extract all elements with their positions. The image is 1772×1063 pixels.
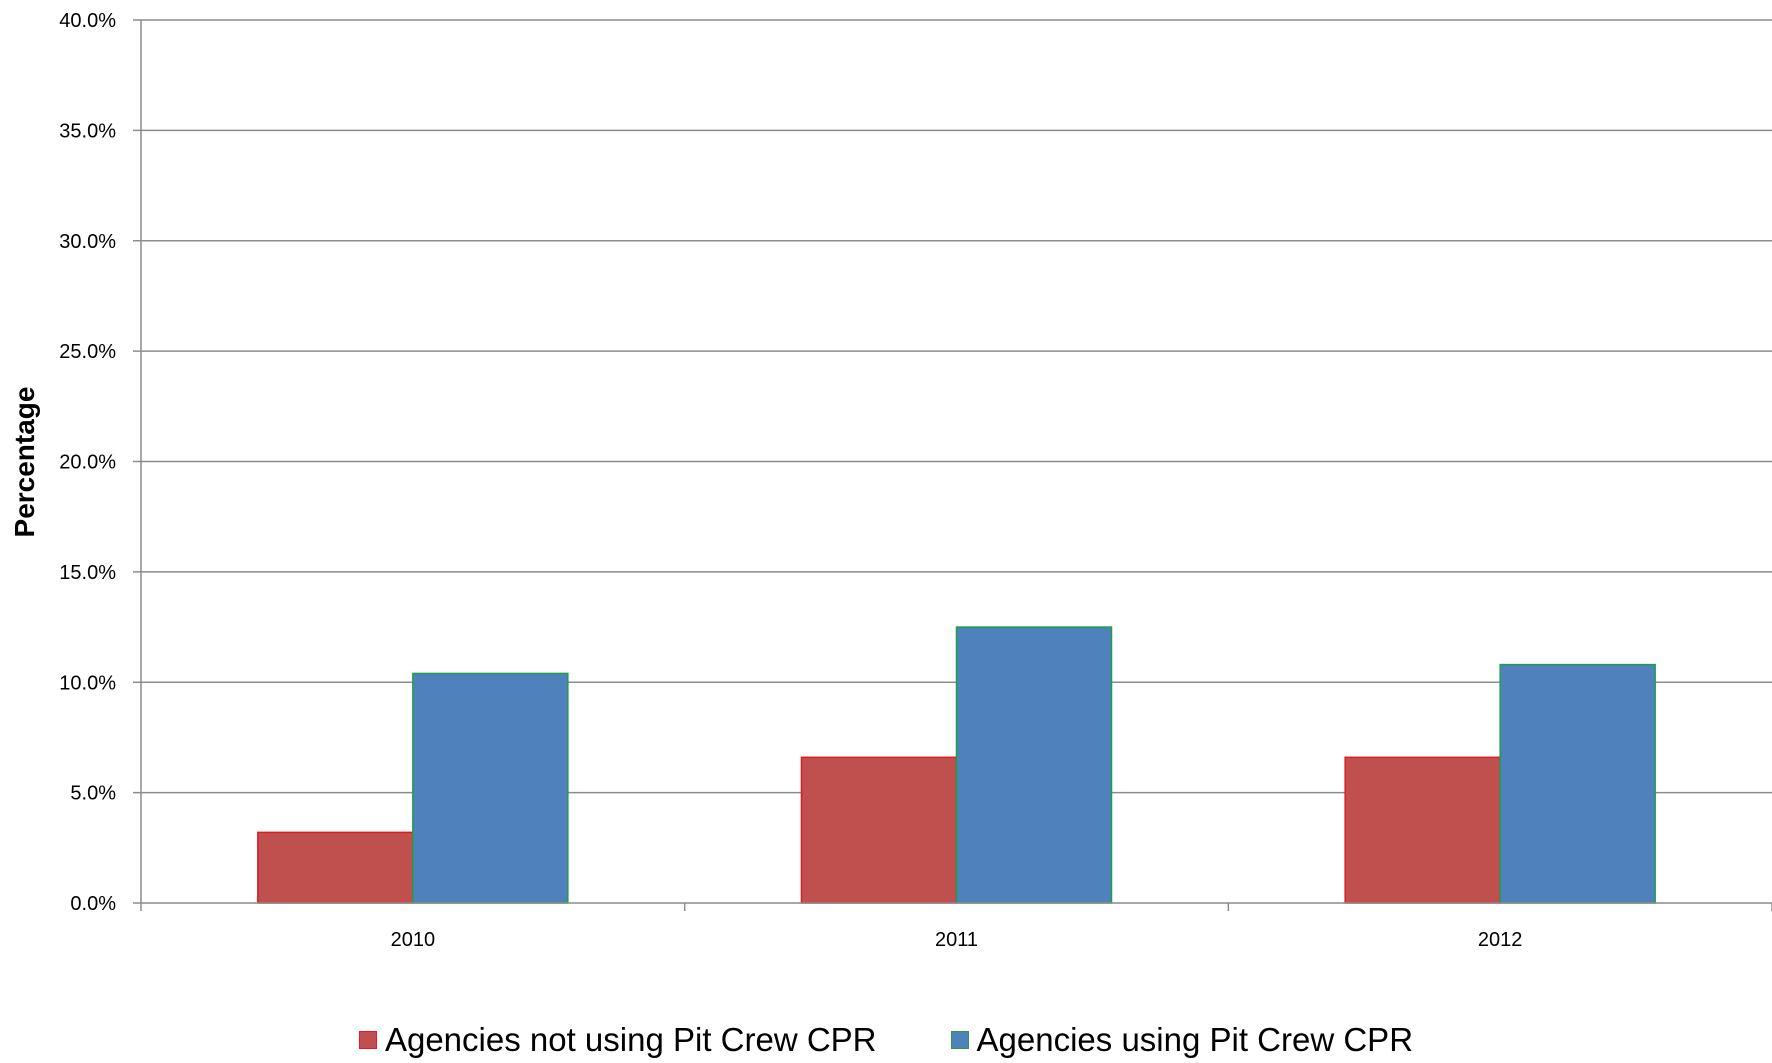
axes <box>133 19 1772 911</box>
legend-label: Agencies using Pit Crew CPR <box>976 1021 1414 1058</box>
y-tick-label: 20.0% <box>59 452 116 474</box>
legend-swatch-blue <box>950 1031 969 1049</box>
y-tick-label: 5.0% <box>70 783 116 805</box>
x-tick-label: 2011 <box>935 929 978 951</box>
legend-label: Agencies not using Pit Crew CPR <box>384 1021 877 1058</box>
bar-2010-series-1 <box>412 672 569 904</box>
y-axis-label: Percentage <box>9 387 40 538</box>
bar-2010-series-0 <box>257 831 414 904</box>
x-tick-label: 2012 <box>1478 929 1523 951</box>
y-tick-label: 10.0% <box>59 672 116 694</box>
x-tick-labels: 2010 2011 2012 <box>391 929 1523 951</box>
bar-2011-series-1 <box>955 626 1113 904</box>
y-tick-label: 30.0% <box>59 231 116 253</box>
legend-swatch-red <box>358 1031 377 1049</box>
bar-chart: 0.0% 5.0% 10.0% 15.0% 20.0% 25.0% 30.0% 35.0% 40… <box>9 10 1772 951</box>
y-tick-labels: 0.0% 5.0% 10.0% 15.0% 20.0% 25.0% 30.0% 35.0% 40… <box>59 10 116 915</box>
bar-2012-series-0 <box>1344 756 1501 904</box>
y-tick-label: 40.0% <box>59 10 116 32</box>
y-tick-label: 0.0% <box>70 893 116 915</box>
y-tick-label: 25.0% <box>59 341 116 363</box>
bar-2011-series-0 <box>800 756 958 904</box>
bar-2012-series-1 <box>1499 663 1656 904</box>
y-tick-label: 15.0% <box>59 562 116 584</box>
y-tick-label: 35.0% <box>59 120 116 142</box>
legend-item-not-using: Agencies not using Pit Crew CPR <box>358 1021 877 1059</box>
x-tick-label: 2010 <box>391 929 436 951</box>
legend: Agencies not using Pit Crew CPR Agencies… <box>0 1020 1772 1060</box>
legend-item-using: Agencies using Pit Crew CPR <box>950 1021 1414 1059</box>
bars <box>257 626 1656 904</box>
